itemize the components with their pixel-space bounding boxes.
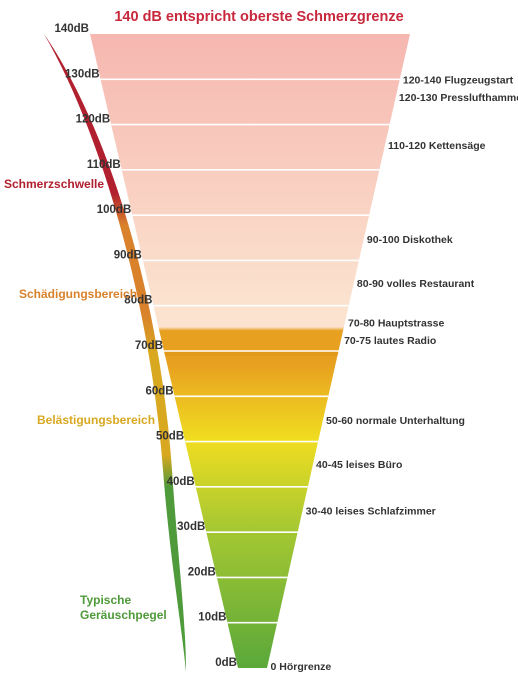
db-label: 90dB (114, 249, 142, 261)
zone-label-damage: Schädigungsbereich (19, 287, 137, 301)
db-label: 0dB (215, 657, 237, 669)
db-label: 120dB (76, 114, 111, 126)
example-label: 30-40 leises Schlafzimmer (306, 506, 436, 518)
threshold-band-70db (164, 351, 339, 356)
zone-label-annoyance: Belästigungsbereich (37, 413, 155, 427)
db-label: 60dB (145, 385, 173, 397)
zone-arc (44, 34, 186, 672)
example-label: 70-80 Hauptstrasse (348, 317, 444, 329)
db-label: 20dB (188, 566, 216, 578)
example-label: 0 Hörgrenze (271, 661, 332, 673)
noise-examples: 120-140 Flugzeugstart 120-130 Pressluftha… (271, 74, 518, 673)
db-label: 10dB (198, 612, 226, 624)
db-label: 50dB (156, 431, 184, 443)
zone-arc-shape (44, 34, 186, 672)
example-label: 40-45 leises Büro (316, 459, 402, 471)
diagram-title: 140 dB entspricht oberste Schmerzgrenze (114, 9, 403, 25)
example-label: 120-130 Presslufthammer (399, 92, 518, 104)
example-label: 110-120 Kettensäge (388, 140, 486, 152)
example-label: 90-100 Diskothek (367, 234, 453, 246)
db-label: 70dB (135, 340, 163, 352)
example-label: 50-60 normale Unterhaltung (326, 415, 465, 427)
zone-label-pain: Schmerzschwelle (4, 177, 104, 191)
db-label: 30dB (177, 521, 205, 533)
funnel-band-lines (100, 78, 400, 624)
db-label: 80dB (124, 295, 152, 307)
db-label: 130dB (65, 68, 100, 80)
db-scale: 140dB 130dB 120dB 110dB 100dB 90dB 80dB 70dB 60d… (54, 23, 237, 669)
db-label: 140dB (54, 23, 89, 35)
zone-label-typical: Typische (80, 593, 131, 607)
zone-label-typical: Geräuschpegel (80, 608, 167, 622)
example-label: 70-75 lautes Radio (344, 335, 436, 347)
example-label: 120-140 Flugzeugstart (403, 74, 514, 86)
zone-labels: Schmerzschwelle Schädigungsbereich Belästi… (4, 177, 167, 622)
db-label: 40dB (167, 476, 195, 488)
example-label: 80-90 volles Restaurant (357, 278, 475, 290)
db-label: 110dB (87, 159, 121, 171)
db-label: 100dB (97, 204, 132, 216)
